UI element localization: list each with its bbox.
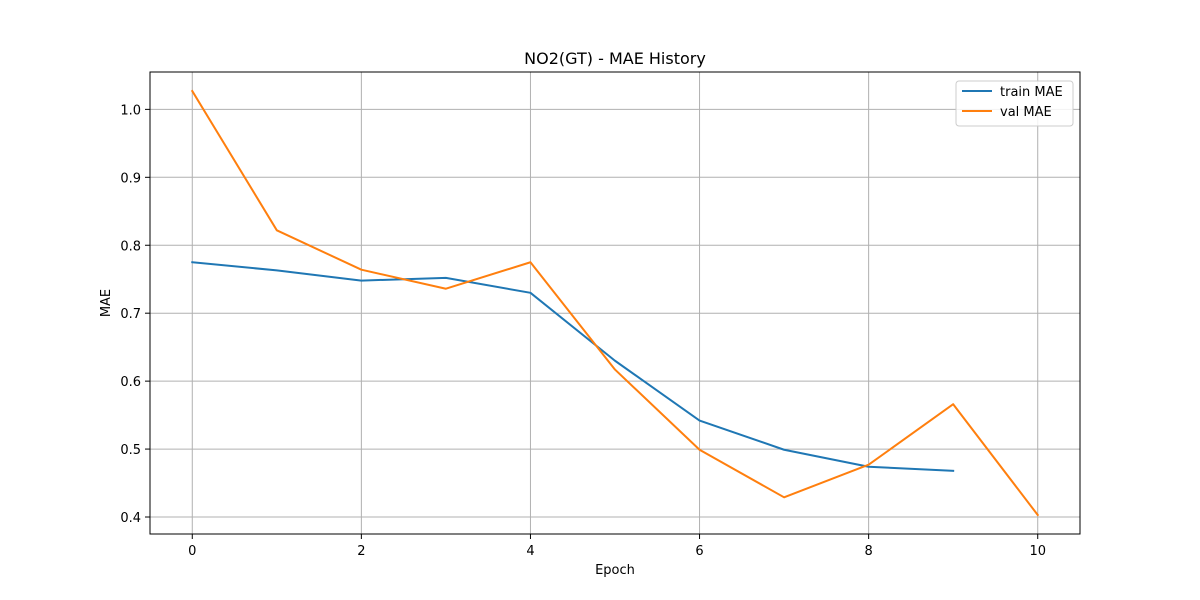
series-line-train-mae: [191, 261, 955, 472]
grid: [150, 72, 1080, 534]
plot-frame: [149, 71, 1081, 535]
y-tick-label: 0.9: [120, 171, 141, 186]
x-tick-label: 10: [1029, 544, 1046, 559]
legend-box: [955, 80, 1074, 127]
legend: train MAE val MAE: [955, 80, 1074, 127]
x-tick-label: 6: [695, 544, 703, 559]
x-axis-ticks: 0 2 4 6 8 10: [188, 534, 1046, 559]
x-tick-label: 4: [526, 544, 534, 559]
series-layer: [190, 89, 1040, 517]
x-tick-label: 0: [188, 544, 196, 559]
legend-label-val: val MAE: [1000, 105, 1052, 120]
y-axis-label: MAE: [99, 289, 114, 317]
legend-label-train: train MAE: [1000, 85, 1063, 100]
y-tick-label: 0.5: [120, 443, 141, 458]
y-tick-label: 0.4: [120, 511, 141, 526]
chart-title: NO2(GT) - MAE History: [524, 49, 706, 68]
y-tick-label: 0.8: [120, 239, 141, 254]
series-line-val-mae: [190, 89, 1040, 517]
y-axis-ticks: 0.4 0.5 0.6 0.7 0.8 0.9 1.0: [120, 103, 150, 526]
y-tick-label: 1.0: [120, 103, 141, 118]
x-tick-label: 2: [357, 544, 365, 559]
y-tick-label: 0.7: [120, 307, 141, 322]
y-tick-label: 0.6: [120, 375, 141, 390]
x-axis-label: Epoch: [595, 563, 635, 578]
x-tick-label: 8: [864, 544, 872, 559]
